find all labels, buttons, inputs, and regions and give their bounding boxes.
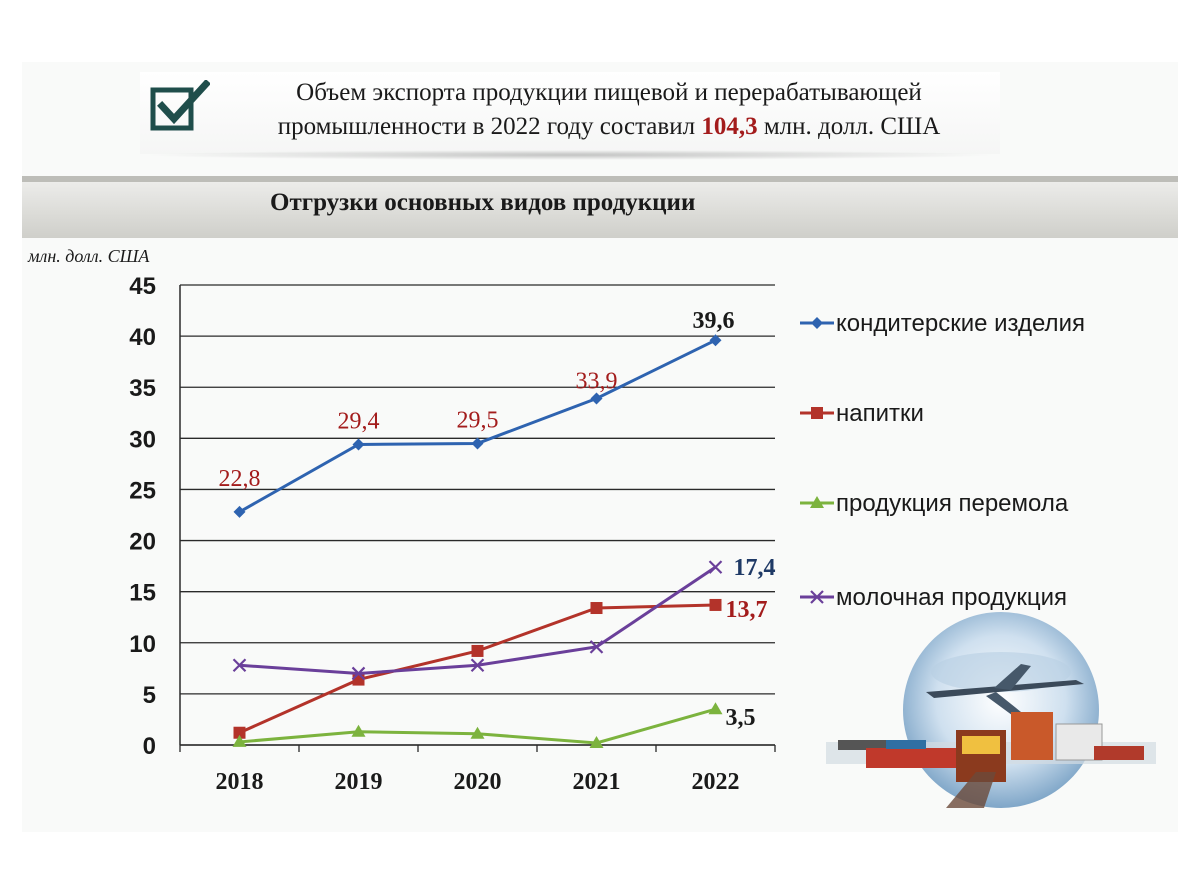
y-tick-label: 35 bbox=[129, 375, 156, 402]
y-tick-label: 0 bbox=[143, 733, 156, 760]
legend-marker-dairy-products bbox=[810, 590, 824, 604]
data-label-confectionery: 33,9 bbox=[576, 368, 618, 394]
data-point-milling-products bbox=[351, 724, 366, 737]
data-point-confectionery bbox=[233, 505, 246, 518]
x-tick-label: 2020 bbox=[454, 769, 502, 795]
legend-label-dairy-products: молочная продукция bbox=[836, 584, 1067, 611]
y-tick-label: 5 bbox=[143, 682, 156, 709]
data-point-beverages bbox=[709, 598, 722, 611]
data-point-dairy-products bbox=[589, 640, 604, 654]
data-point-dairy-products bbox=[232, 658, 247, 673]
legend-marker-beverages bbox=[811, 407, 823, 419]
headline-text-after: млн. долл. США bbox=[757, 113, 941, 140]
y-axis-label: млн. долл. США bbox=[27, 246, 150, 266]
x-tick-label: 2019 bbox=[335, 769, 383, 795]
data-label-dairy-products: 17,4 bbox=[734, 555, 776, 581]
data-point-confectionery bbox=[352, 438, 365, 451]
legend-label-confectionery: кондитерские изделия bbox=[836, 310, 1085, 337]
data-label-beverages: 13,7 bbox=[726, 597, 768, 623]
data-label-confectionery: 29,4 bbox=[338, 408, 380, 434]
data-point-beverages bbox=[233, 726, 246, 739]
data-label-confectionery: 22,8 bbox=[219, 466, 261, 492]
logistics-globe-illustration bbox=[826, 612, 1156, 808]
header-shadow bbox=[140, 150, 1000, 160]
legend-marker-confectionery bbox=[811, 317, 823, 329]
series-line-dairy-products bbox=[239, 565, 717, 675]
x-tick-label: 2018 bbox=[216, 769, 264, 795]
data-label-milling-products: 3,5 bbox=[726, 705, 756, 731]
data-point-beverages bbox=[352, 673, 365, 686]
y-tick-label: 10 bbox=[129, 631, 156, 658]
data-point-beverages bbox=[471, 644, 484, 657]
data-point-beverages bbox=[590, 602, 603, 615]
data-label-confectionery: 39,6 bbox=[693, 308, 735, 334]
y-tick-label: 25 bbox=[129, 477, 156, 504]
x-tick-label: 2021 bbox=[573, 769, 621, 795]
data-point-dairy-products bbox=[708, 560, 723, 574]
legend-label-beverages: напитки bbox=[836, 400, 924, 427]
x-tick-label: 2022 bbox=[692, 769, 740, 795]
y-tick-label: 40 bbox=[129, 324, 156, 351]
y-tick-label: 45 bbox=[129, 273, 156, 300]
data-point-confectionery bbox=[709, 334, 722, 347]
legend-marker-milling-products bbox=[810, 496, 824, 508]
y-tick-label: 30 bbox=[129, 426, 156, 453]
data-point-milling-products bbox=[589, 735, 604, 748]
data-point-confectionery bbox=[471, 437, 484, 450]
y-tick-label: 20 bbox=[129, 529, 156, 556]
legend-label-milling-products: продукция перемола bbox=[836, 490, 1069, 517]
data-point-milling-products bbox=[470, 726, 485, 739]
section-title: Отгрузки основных видов продукции bbox=[270, 189, 696, 216]
y-tick-label: 15 bbox=[129, 580, 156, 607]
data-point-dairy-products bbox=[351, 666, 366, 681]
checkmark-icon bbox=[150, 80, 210, 131]
header-box bbox=[140, 72, 1000, 154]
data-point-dairy-products bbox=[470, 658, 485, 673]
headline-highlight-value: 104,3 bbox=[701, 113, 758, 140]
headline: Объем экспорта продукции пищевой и перер… bbox=[214, 76, 1004, 144]
data-point-milling-products bbox=[232, 734, 247, 747]
section-band bbox=[22, 176, 1178, 238]
data-point-confectionery bbox=[590, 392, 603, 405]
data-point-milling-products bbox=[708, 702, 723, 715]
data-label-confectionery: 29,5 bbox=[457, 407, 499, 433]
headline-text-before: Объем экспорта продукции пищевой и перер… bbox=[277, 79, 922, 140]
